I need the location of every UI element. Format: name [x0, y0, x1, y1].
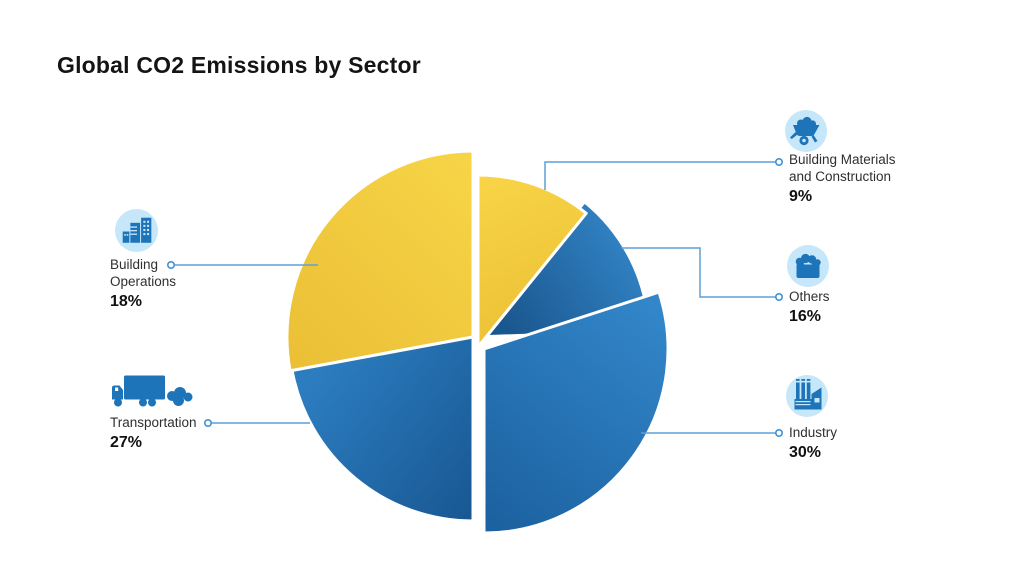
slice-transportation — [290, 335, 475, 523]
callout-building-materials: Building Materials and Construction 9% — [789, 151, 896, 206]
leader-line-building_materials — [544, 161, 779, 190]
chart-title: Global CO2 Emissions by Sector — [57, 52, 421, 78]
callout-label: Operations — [110, 274, 177, 289]
leader-line-others — [621, 247, 779, 298]
callout-percent: 30% — [789, 444, 822, 461]
callout-percent: 18% — [110, 293, 143, 310]
callout-others: Others 16% — [789, 288, 830, 326]
callout-label: and Construction — [789, 169, 892, 184]
leader-dot-transportation — [204, 418, 213, 427]
callout-percent: 27% — [110, 434, 143, 451]
callout-percent: 9% — [789, 188, 813, 205]
callout-label: Transportation — [110, 415, 197, 430]
factory-icon — [785, 374, 829, 418]
callout-label: Others — [789, 289, 830, 304]
callout-building-operations: Building Operations 18% — [110, 256, 176, 311]
callout-percent: 16% — [789, 308, 822, 325]
slice-building_operations — [285, 149, 475, 373]
leader-dot-industry — [774, 428, 783, 437]
slice-industry — [482, 290, 670, 535]
callout-industry: Industry 30% — [789, 424, 837, 462]
slice-building_materials — [476, 173, 588, 349]
city-buildings-icon — [114, 208, 159, 253]
callout-label: Building — [110, 257, 159, 272]
box-pile-icon — [786, 244, 830, 288]
wheelbarrow-icon — [784, 109, 828, 153]
callout-label: Industry — [789, 425, 838, 440]
leader-dot-building_operations — [167, 260, 176, 269]
leader-dot-building_materials — [774, 158, 783, 167]
callout-transportation: Transportation 27% — [110, 414, 197, 452]
truck-icon — [110, 369, 196, 411]
callout-label: Building Materials — [789, 152, 896, 167]
leader-dot-others — [774, 292, 783, 301]
